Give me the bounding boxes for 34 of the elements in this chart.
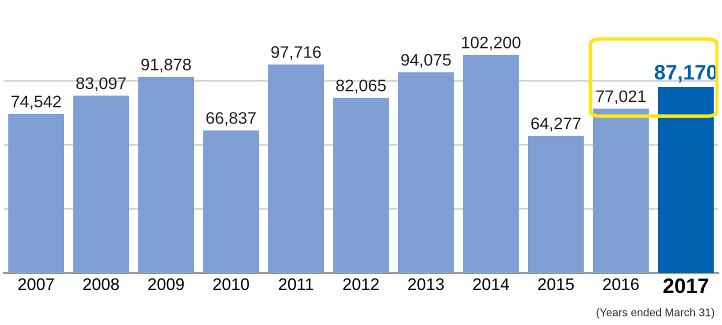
bar	[463, 54, 519, 273]
bar	[268, 64, 324, 273]
x-tick-label: 2015	[538, 278, 574, 290]
data-label: 77,021	[596, 90, 646, 104]
bar	[398, 72, 454, 273]
data-label: 74,542	[11, 96, 61, 110]
bar	[8, 114, 64, 273]
x-tick-label: 2009	[148, 278, 184, 290]
x-tick-label: 2017	[663, 278, 708, 294]
data-label: 82,065	[336, 80, 386, 94]
bar	[73, 96, 130, 273]
text: (Years ended March 31)	[596, 308, 714, 318]
x-tick-label: 2010	[213, 278, 249, 290]
x-tick-label: 2011	[278, 278, 314, 290]
bar	[138, 76, 194, 273]
data-label: 87,170	[654, 64, 717, 83]
x-tick-label: 2014	[473, 278, 510, 290]
x-tick-label: 2013	[408, 278, 444, 290]
bar	[592, 108, 649, 273]
bar	[203, 130, 259, 273]
bar	[333, 98, 389, 273]
data-label: 66,837	[206, 112, 256, 126]
data-label: 102,200	[462, 36, 520, 50]
bar	[528, 136, 584, 273]
data-label: 83,097	[76, 77, 126, 92]
data-label: 91,878	[141, 58, 191, 72]
x-tick-label: 2012	[343, 278, 379, 290]
x-tick-label: 2008	[83, 278, 119, 290]
bar	[658, 86, 714, 273]
data-label: 94,075	[401, 54, 451, 68]
x-tick-label: 2016	[603, 278, 639, 290]
data-label: 64,277	[531, 118, 581, 132]
x-tick-label: 2007	[18, 278, 54, 290]
data-label: 97,716	[271, 46, 321, 60]
